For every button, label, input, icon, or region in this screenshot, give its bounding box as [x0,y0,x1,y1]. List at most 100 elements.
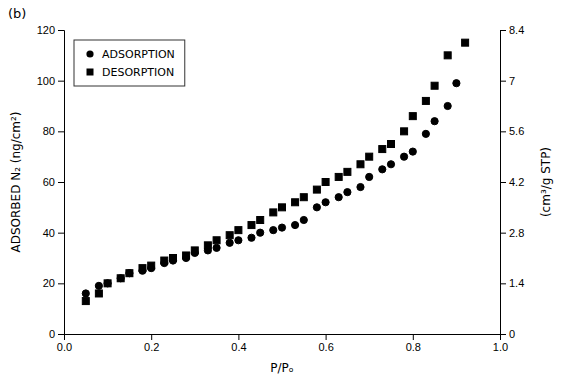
annotation: (b) [8,6,26,21]
tick-label: 20 [43,277,55,289]
point [444,102,451,109]
tick-label: 100 [37,75,55,87]
tick: 120 [37,24,64,36]
y-axis: 020406080100120 [37,24,65,340]
point [300,194,307,201]
point [226,232,233,239]
point [357,161,364,168]
legend-symbol [86,50,93,57]
tick: 4.2 [500,176,524,188]
point [191,247,198,254]
tick-label: 120 [37,24,55,36]
point [292,199,299,206]
point [139,265,146,272]
point [235,227,242,234]
tick-label: 0.8 [406,341,421,353]
y2-axis: 0 1.4 2.8 4.2 5.6 7 8.4 [500,24,524,340]
tick-mark [58,233,64,234]
tick: 0.8 [406,334,421,353]
point [366,153,373,160]
point [257,217,264,224]
point [235,237,242,244]
tick-label: 4.2 [509,176,524,188]
legend-label: ADSORPTION [102,48,175,61]
tick-label: 0.4 [231,341,246,353]
tick-mark [326,334,327,340]
point [257,229,264,236]
tick: 8.4 [500,24,524,36]
point [226,239,233,246]
legend-box [74,40,185,86]
tick-mark [500,233,506,234]
point [148,262,155,269]
tick-mark [58,283,64,284]
tick-mark [500,30,506,31]
axis-line [501,31,507,335]
tick: 2.8 [500,227,524,239]
tick-mark [500,182,506,183]
point [409,148,416,155]
tick: 100 [37,75,64,87]
point [409,113,416,120]
point [379,166,386,173]
tick: 0 [500,328,515,340]
point [104,280,111,287]
tick-label: 0 [49,328,55,340]
tick-label: 7 [509,75,515,87]
legend-item: ADSORPTION [86,48,174,61]
tick-mark [58,131,64,132]
point [387,161,394,168]
point [344,168,351,175]
tick: 5.6 [500,125,524,137]
point [401,128,408,135]
tick-label: 0.2 [144,341,159,353]
point [357,183,364,190]
point [431,118,438,125]
tick-mark [58,30,64,31]
legend-label: DESORPTION [102,66,174,79]
point [204,242,211,249]
tick-mark [500,131,506,132]
tick-label: 40 [43,227,55,239]
tick: 1.0 [493,334,508,353]
tick: 0.6 [318,334,333,353]
tick-label: 80 [43,125,55,137]
tick: 80 [43,125,64,137]
tick-label: 5.6 [509,125,524,137]
tick-mark [500,81,506,82]
point [270,227,277,234]
tick: 0.2 [144,334,159,353]
x-axis-title: P/Pₒ [270,361,294,375]
tick-label: 1.4 [509,277,524,289]
point [278,224,285,231]
point [279,204,286,211]
point [95,290,102,297]
tick: 20 [43,277,64,289]
point [170,255,177,262]
point [335,173,342,180]
point [248,222,255,229]
y2-axis-title: (cm³/g STP) [539,147,553,217]
tick-mark [58,81,64,82]
point [126,270,133,277]
tick: 0.0 [57,334,72,353]
point [388,141,395,148]
tick-label: 0 [509,328,515,340]
tick: 40 [43,227,64,239]
axis-line [58,31,65,335]
point [291,221,298,228]
point [161,257,168,264]
axis-line [65,335,501,341]
point [462,39,469,46]
legend-symbol [87,69,94,76]
tick-mark [500,334,506,335]
tick-mark [58,182,64,183]
tick-mark [238,334,239,340]
tick-label: 2.8 [509,227,524,239]
y-axis-title: ADSORBED N₂ (ng/cm²) [9,111,23,252]
tick-label: 1.0 [493,341,508,353]
tick: 0.4 [231,334,246,353]
point [82,290,89,297]
point [422,97,429,104]
point [213,244,220,251]
